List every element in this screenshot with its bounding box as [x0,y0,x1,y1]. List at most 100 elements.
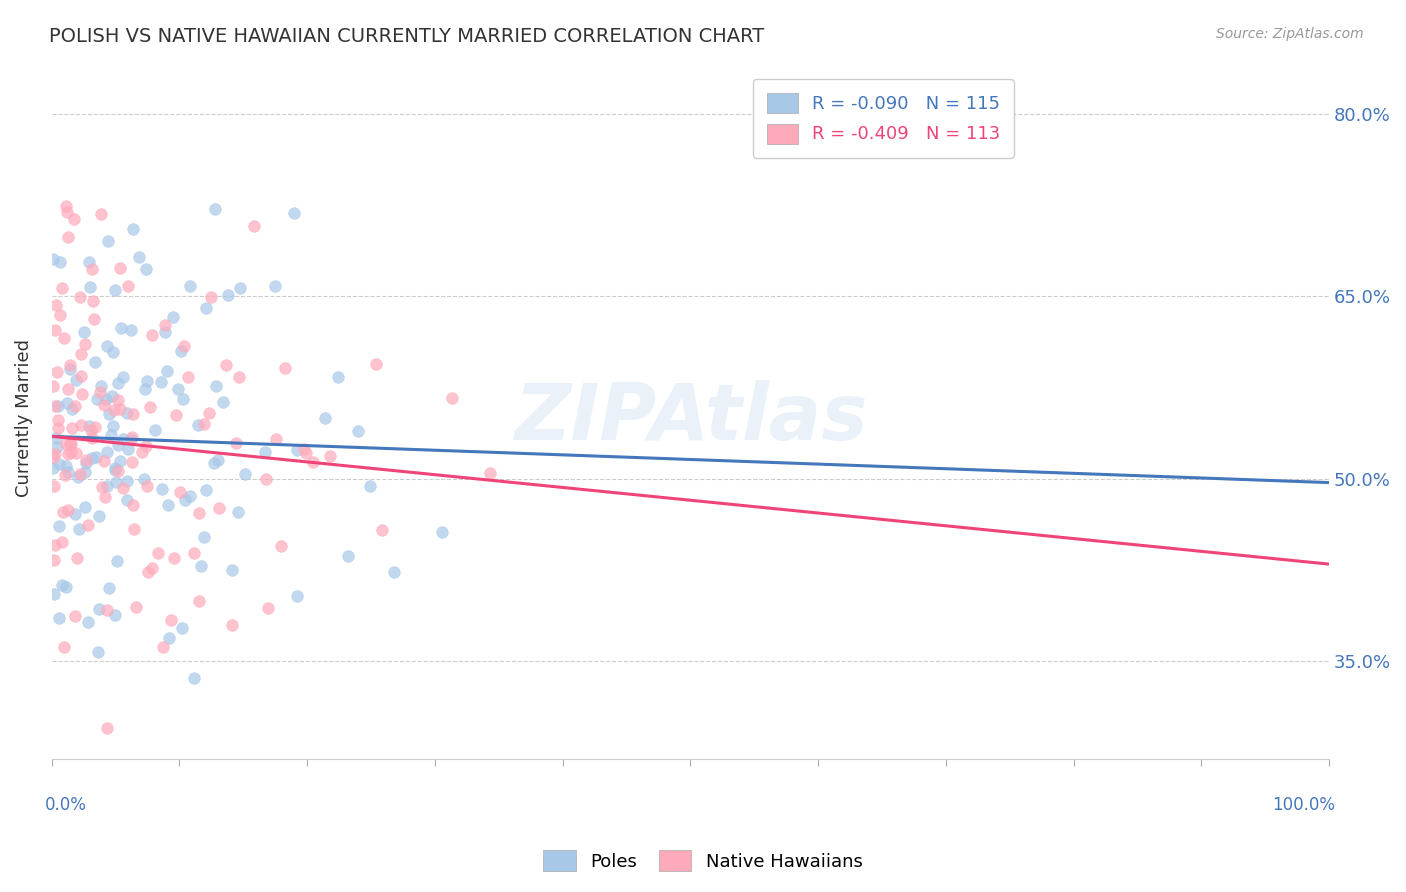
Point [217,288,239,302]
Point [48,611,70,625]
Point [150,482,173,496]
Point [105,554,128,568]
Point [107,376,129,391]
Point [48,519,70,533]
Point [69,368,91,383]
Point [256,601,278,615]
Point [59,444,82,458]
Point [208,501,231,516]
Point [56,395,79,409]
Point [63,507,86,521]
Point [187,418,209,433]
Point [42,479,65,493]
Point [122,222,145,236]
Point [83,312,105,326]
Point [86,392,108,407]
Point [103,344,125,359]
Point [117,406,139,420]
Point [382,565,405,579]
Point [69,467,91,481]
Point [69,290,91,304]
Point [188,594,211,608]
Point [478,467,501,481]
Point [107,437,129,451]
Point [79,419,101,434]
Point [51,578,73,592]
Point [124,522,146,536]
Point [152,640,174,655]
Point [221,618,243,632]
Point [121,407,143,421]
Point [134,383,156,397]
Point [117,442,139,456]
Point [56,382,79,396]
Point [60,421,83,435]
Point [83,419,105,434]
Point [55,580,77,594]
Point [80,262,103,277]
Point [49,255,72,269]
Point [242,219,264,233]
Point [59,362,82,376]
Point [125,600,148,615]
Point [75,453,97,467]
Point [90,480,112,494]
Legend: R = -0.090   N = 115, R = -0.409   N = 113: R = -0.090 N = 115, R = -0.409 N = 113 [752,79,1014,158]
Point [270,539,292,553]
Point [65,399,87,413]
Point [136,566,159,580]
Point [44,323,66,337]
Point [170,344,193,359]
Point [160,613,183,627]
Point [51,535,73,549]
Point [89,385,111,400]
Point [121,499,143,513]
Point [101,388,124,402]
Point [165,408,187,422]
Point [117,474,139,488]
Point [44,447,66,461]
Point [96,445,118,459]
Point [163,551,186,566]
Point [233,467,256,482]
Point [111,432,134,446]
Point [198,406,221,420]
Point [93,398,115,412]
Point [42,450,65,464]
Point [173,338,195,352]
Point [347,425,370,439]
Point [214,358,236,372]
Point [103,418,125,433]
Point [46,365,69,379]
Point [177,370,200,384]
Point [148,546,170,560]
Point [150,375,173,389]
Y-axis label: Currently Married: Currently Married [15,339,32,497]
Point [42,553,65,567]
Point [200,290,222,304]
Point [274,360,297,375]
Point [97,407,120,421]
Point [44,587,66,601]
Point [69,347,91,361]
Point [53,467,76,482]
Point [70,387,93,401]
Point [221,564,243,578]
Point [319,450,342,464]
Point [103,403,125,417]
Point [138,401,160,415]
Point [59,359,82,373]
Point [135,439,157,453]
Point [45,298,67,312]
Point [103,608,125,623]
Point [96,339,118,353]
Point [253,445,276,459]
Text: ZIPAtlas: ZIPAtlas [513,380,868,456]
Point [80,430,103,444]
Point [48,457,70,471]
Point [121,455,143,469]
Point [205,378,228,392]
Point [167,382,190,396]
Point [46,440,69,454]
Point [65,446,87,460]
